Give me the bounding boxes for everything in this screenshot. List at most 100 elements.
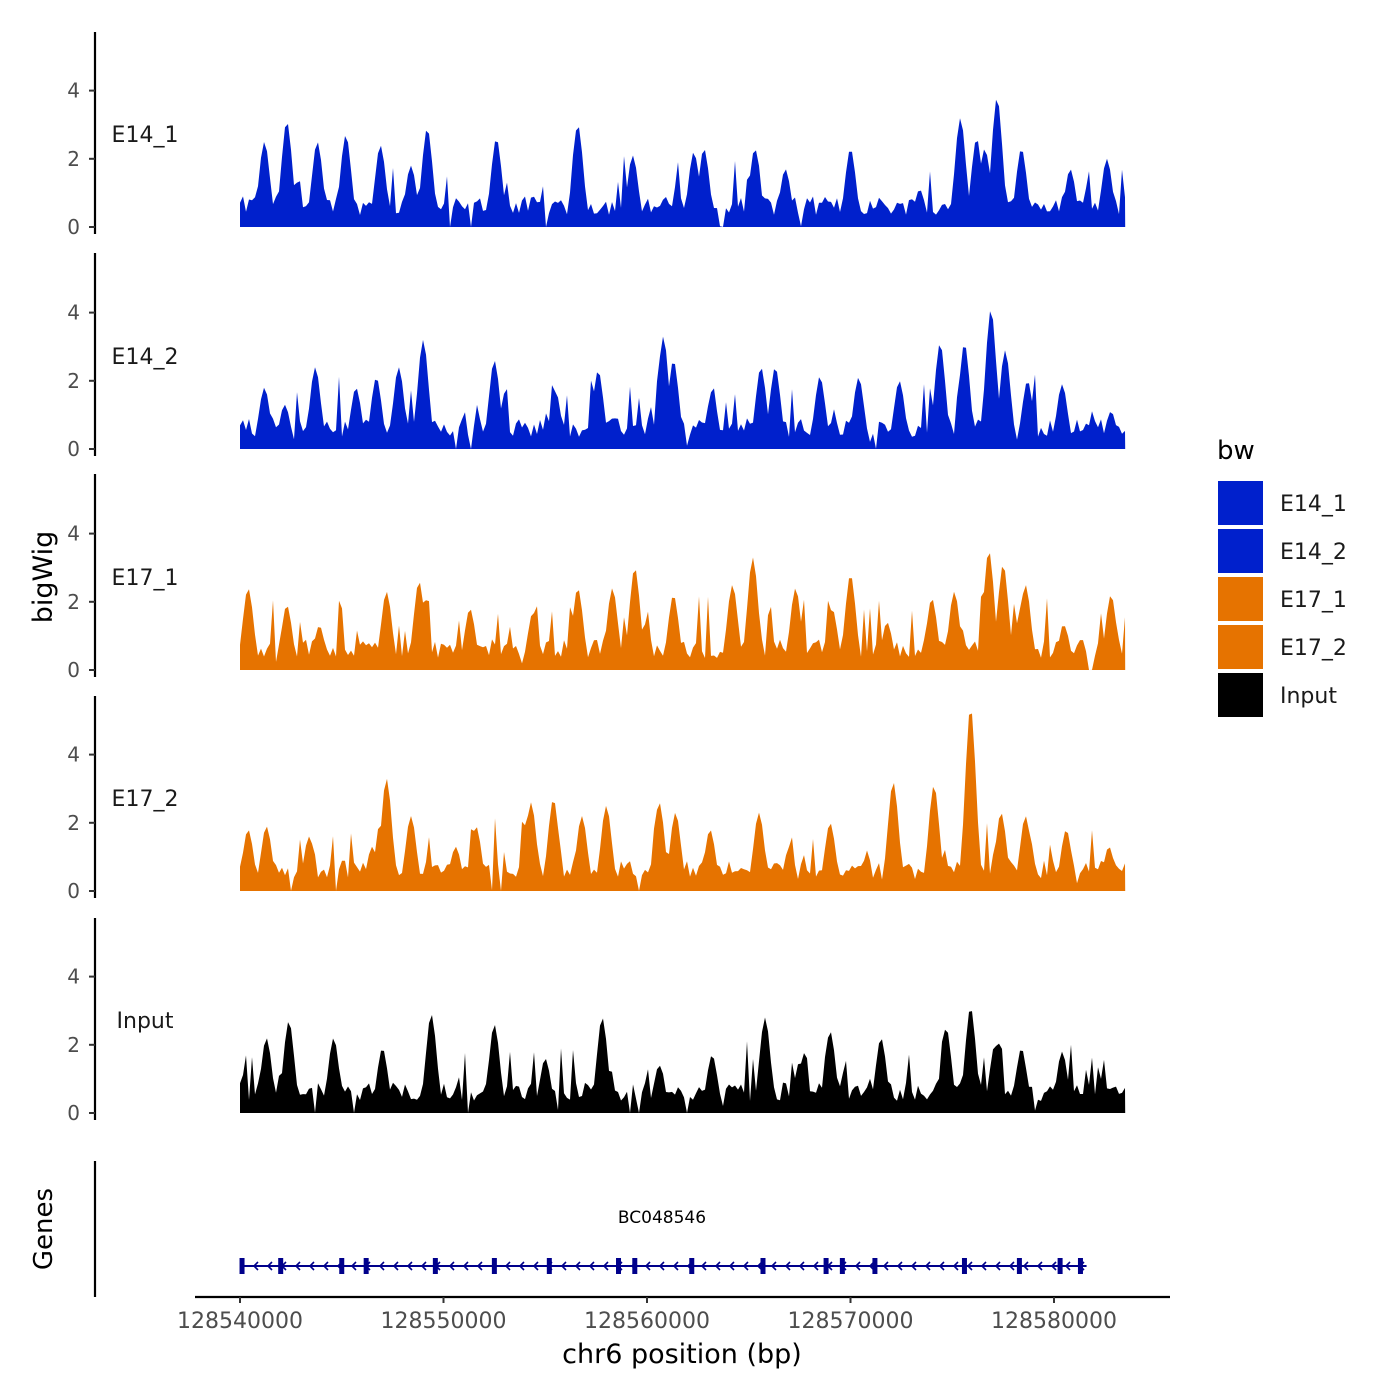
strand-arrow — [532, 1261, 539, 1271]
strand-arrow — [364, 1261, 371, 1271]
strand-arrow — [700, 1261, 707, 1271]
strand-arrow — [476, 1261, 483, 1271]
strand-arrow — [406, 1261, 413, 1271]
strand-arrow — [266, 1261, 273, 1271]
y-tick-label: 0 — [67, 1101, 80, 1125]
strand-arrow — [294, 1261, 301, 1271]
y-tick-label: 4 — [67, 79, 80, 103]
strand-arrow — [826, 1261, 833, 1271]
legend-swatch-Input — [1218, 673, 1263, 717]
track-label: E17_2 — [112, 787, 179, 812]
strand-arrow — [1036, 1261, 1043, 1271]
legend-label: E14_2 — [1280, 540, 1347, 565]
track-label: E14_2 — [112, 345, 179, 370]
strand-arrow — [980, 1261, 987, 1271]
gene-exon — [760, 1258, 766, 1274]
strand-arrow — [602, 1261, 609, 1271]
strand-arrow — [1050, 1261, 1057, 1271]
strand-arrow — [686, 1261, 693, 1271]
gene-exon — [1057, 1258, 1063, 1274]
track-E17_2: 0 2 4 E17_2 — [67, 696, 1126, 903]
track-label: E14_1 — [112, 123, 179, 148]
strand-arrow — [252, 1261, 259, 1271]
gene-exon — [632, 1258, 638, 1274]
y-tick-label: 2 — [67, 1033, 80, 1057]
strand-arrow — [728, 1261, 735, 1271]
track-label: Input — [117, 1009, 174, 1034]
strand-arrow — [770, 1261, 777, 1271]
genes-track-label: Genes — [29, 1188, 59, 1270]
y-tick-label: 4 — [67, 522, 80, 546]
y-tick-label: 2 — [67, 590, 80, 614]
y-tick-label: 4 — [67, 965, 80, 989]
gene-exon — [239, 1258, 245, 1274]
y-tick-label: 0 — [67, 215, 80, 239]
strand-arrow — [672, 1261, 679, 1271]
strand-arrow — [588, 1261, 595, 1271]
strand-arrow — [1078, 1261, 1085, 1271]
track-Input: 0 2 4 Input — [67, 918, 1126, 1125]
y-tick-label: 0 — [67, 437, 80, 461]
strand-arrow — [714, 1261, 721, 1271]
strand-arrow — [448, 1261, 455, 1271]
x-tick-label: 128560000 — [584, 1309, 710, 1334]
strand-arrow — [392, 1261, 399, 1271]
x-tick-label: 128580000 — [991, 1309, 1117, 1334]
y-tick-label: 4 — [67, 743, 80, 767]
legend-swatch-E17_2 — [1218, 625, 1263, 669]
strand-arrow — [574, 1261, 581, 1271]
gene-exon — [546, 1258, 552, 1274]
strand-arrow — [546, 1261, 553, 1271]
strand-arrow — [322, 1261, 329, 1271]
gene-exon — [872, 1258, 878, 1274]
strand-arrow — [1064, 1261, 1071, 1271]
strand-arrow — [1008, 1261, 1015, 1271]
strand-arrow — [798, 1261, 805, 1271]
strand-arrow — [518, 1261, 525, 1271]
gene-name-label: BC048546 — [618, 1208, 706, 1228]
strand-arrow — [616, 1261, 623, 1271]
track-panels: 0 2 4 E14_1 0 2 4 E14_2 0 2 4 E17_1 0 2 4 E17_2 0 2 4 Input — [67, 32, 1126, 1125]
x-ticks: 128540000 128550000 128560000 128570000 1285… — [177, 1297, 1117, 1334]
strand-arrow — [882, 1261, 889, 1271]
strand-arrow — [952, 1261, 959, 1271]
y-tick-label: 0 — [67, 879, 80, 903]
strand-arrow — [504, 1261, 511, 1271]
legend: bw E14_1 E14_2 E17_1 E17_2 Input — [1217, 436, 1347, 717]
signal-area-E14_2 — [240, 311, 1126, 449]
gene-exon — [491, 1258, 497, 1274]
strand-arrow — [644, 1261, 651, 1271]
strand-arrow — [490, 1261, 497, 1271]
strand-arrow — [924, 1261, 931, 1271]
gene-structure — [239, 1258, 1087, 1274]
strand-arrow — [658, 1261, 665, 1271]
strand-arrow — [350, 1261, 357, 1271]
x-tick-label: 128550000 — [381, 1309, 507, 1334]
gene-exon — [1016, 1258, 1022, 1274]
legend-swatch-E14_2 — [1218, 529, 1263, 573]
signal-area-E17_2 — [240, 713, 1126, 891]
legend-swatch-E17_1 — [1218, 577, 1263, 621]
strand-arrow — [854, 1261, 861, 1271]
strand-arrow — [560, 1261, 567, 1271]
x-tick-label: 128570000 — [788, 1309, 914, 1334]
y-tick-label: 0 — [67, 658, 80, 682]
strand-arrow — [742, 1261, 749, 1271]
strand-arrow — [378, 1261, 385, 1271]
strand-arrow — [462, 1261, 469, 1271]
strand-arrow — [434, 1261, 441, 1271]
strand-arrow — [420, 1261, 427, 1271]
strand-arrow — [868, 1261, 875, 1271]
strand-arrow — [896, 1261, 903, 1271]
signal-area-Input — [240, 1011, 1126, 1113]
gene-exon — [278, 1258, 284, 1274]
strand-arrow — [938, 1261, 945, 1271]
strand-arrow — [336, 1261, 343, 1271]
track-E14_2: 0 2 4 E14_2 — [67, 253, 1126, 461]
y-axis-title: bigWig — [28, 531, 59, 624]
x-tick-label: 128540000 — [177, 1309, 303, 1334]
y-tick-label: 2 — [67, 811, 80, 835]
y-tick-label: 2 — [67, 147, 80, 171]
gene-exon — [339, 1258, 345, 1274]
gene-exon — [823, 1258, 829, 1274]
